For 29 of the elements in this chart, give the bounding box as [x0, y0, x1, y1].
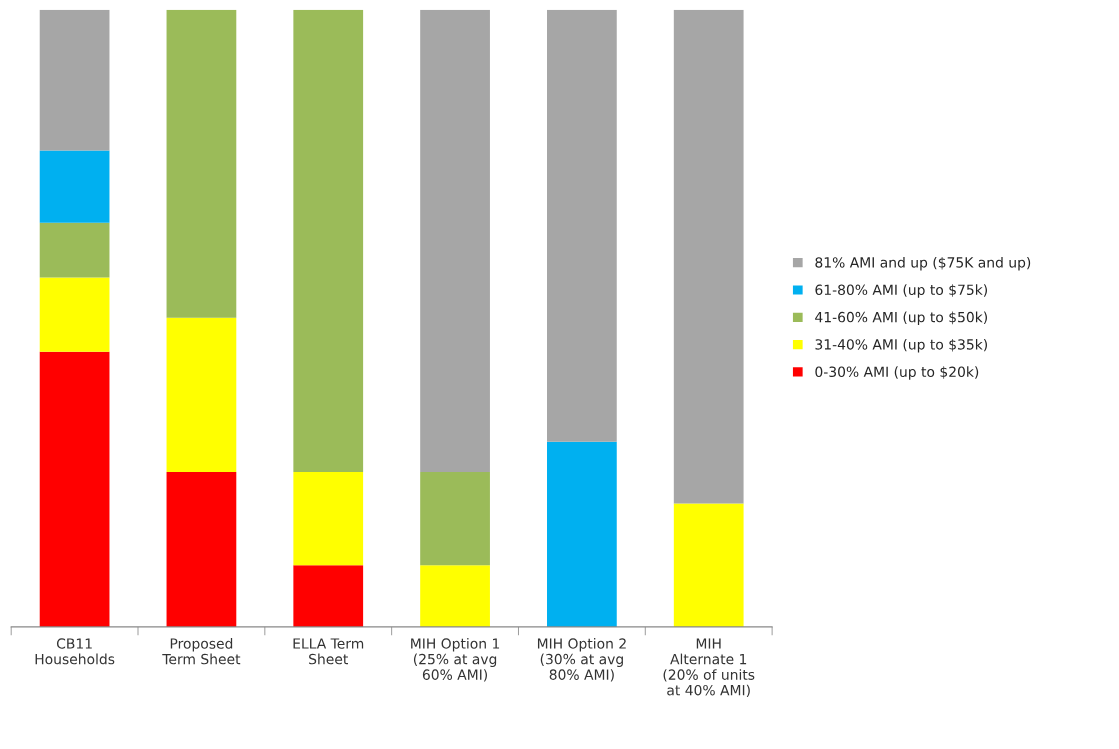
bar — [673, 9, 744, 504]
bar — [420, 9, 490, 472]
bar — [293, 565, 364, 627]
bar — [166, 9, 237, 318]
bar — [39, 150, 110, 223]
legend-label: 0-30% AMI (up to $20k) — [815, 366, 979, 380]
bar — [420, 565, 490, 627]
bar — [39, 277, 110, 352]
bar — [673, 503, 744, 627]
x-tick-label: Proposed Term Sheet — [162, 638, 241, 665]
bar — [39, 9, 110, 151]
bar — [547, 9, 617, 442]
bar — [547, 441, 617, 627]
legend-label: 61-80% AMI (up to $75k) — [815, 284, 987, 298]
bar — [293, 472, 364, 566]
x-tick-label: MIH Option 2 (30% at avg 80% AMI) — [537, 638, 626, 682]
x-tick-label: CB11 Households — [35, 638, 115, 665]
x-tick-label: MIH Option 1 (25% at avg 60% AMI) — [411, 638, 500, 682]
bar — [39, 222, 110, 278]
x-tick-label: ELLA Term Sheet — [293, 638, 364, 665]
legend-label: 31-40% AMI (up to $35k) — [815, 338, 987, 353]
x-tick-label: MIH Alternate 1 (20% of units at 40% AMI) — [663, 638, 755, 698]
legend-label: 81% AMI and up ($75K and up) — [815, 256, 1031, 271]
bar — [166, 472, 237, 627]
legend-label: 41-60% AMI (up to $50k) — [815, 311, 987, 326]
bar — [39, 351, 110, 627]
bar — [166, 317, 237, 472]
bar — [293, 9, 364, 472]
bar — [420, 472, 490, 566]
